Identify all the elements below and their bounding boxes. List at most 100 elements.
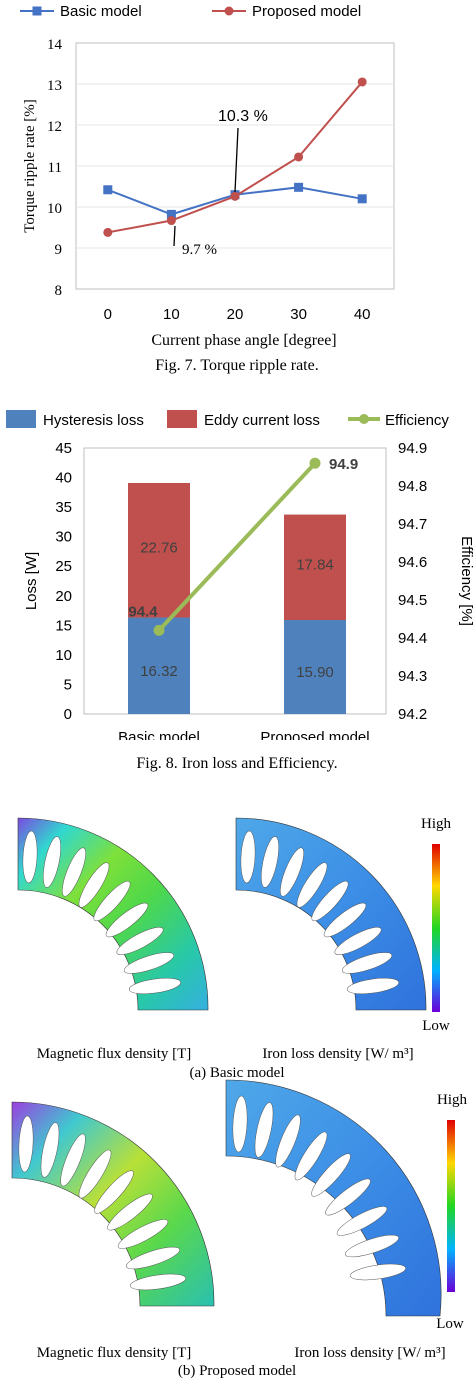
- y-tick-labels: 0 5 10 15 20 25 30 35 40 45: [55, 440, 72, 723]
- y2-tick-label: 94.7: [398, 516, 427, 533]
- data-label: 94.4: [128, 603, 158, 620]
- legend-label: Hysteresis loss: [43, 412, 144, 429]
- legend-label: Efficiency: [385, 412, 449, 429]
- scale-low-label: Low: [422, 1018, 450, 1034]
- bar-hysteresis: [284, 620, 346, 714]
- y-tick-label: 8: [55, 283, 63, 299]
- data-label: 16.32: [140, 663, 178, 680]
- y-tick-label: 15: [55, 617, 72, 634]
- y-tick-label: 45: [55, 440, 72, 457]
- category-label: Basic model: [118, 729, 200, 740]
- x-tick-label: 30: [290, 306, 307, 323]
- y-tick-label: 10: [55, 647, 72, 664]
- flux-density-label: Magnetic flux density [T]: [37, 1046, 192, 1062]
- data-point: [153, 624, 165, 636]
- torque-ripple-chart: Basic model Proposed model 8 9 10 11 12 13 14 0…: [20, 3, 395, 349]
- legend-label: Proposed model: [252, 3, 361, 20]
- figure-caption: Fig. 8. Iron loss and Efficiency.: [136, 755, 338, 772]
- color-scale-bar: [447, 1120, 455, 1292]
- y-tick-label: 0: [64, 706, 72, 723]
- figure-caption: Fig. 7. Torque ripple rate.: [155, 357, 319, 374]
- y-tick-label: 25: [55, 558, 72, 575]
- legend-marker: [224, 6, 234, 16]
- y2-tick-labels: 94.2 94.3 94.4 94.5 94.6 94.7 94.8 94.9: [398, 440, 427, 723]
- data-point: [309, 457, 321, 469]
- legend-label: Eddy current loss: [204, 412, 320, 429]
- series-group: [103, 77, 367, 237]
- y-tick-labels: 8 9 10 11 12 13 14: [47, 37, 63, 299]
- data-point: [103, 227, 113, 237]
- data-point: [294, 182, 304, 192]
- scale-low-label: Low: [436, 1316, 464, 1332]
- y-tick-label: 30: [55, 529, 72, 546]
- y2-tick-label: 94.8: [398, 478, 427, 495]
- data-point: [357, 194, 367, 204]
- field-distribution-figure: High Low Magnetic flux density [T] Iron …: [11, 816, 468, 1379]
- annotation-leader-line: [234, 127, 239, 193]
- data-point: [230, 191, 240, 201]
- iron-loss-map-basic: [235, 817, 427, 1011]
- gridlines: [76, 83, 394, 249]
- y-tick-label: 20: [55, 588, 72, 605]
- data-point: [103, 185, 113, 195]
- category-labels: Basic model Proposed model: [118, 729, 369, 740]
- iron-loss-label: Iron loss density [W/ m³]: [262, 1046, 413, 1062]
- y-tick-label: 9: [55, 242, 63, 258]
- annotation-label: 9.7 %: [182, 242, 217, 258]
- subfigure-caption: (b) Proposed model: [178, 1363, 296, 1379]
- flux-density-label: Magnetic flux density [T]: [37, 1345, 192, 1361]
- iron-loss-map-proposed: [225, 1079, 442, 1317]
- y-axis-label: Torque ripple rate [%]: [22, 99, 38, 232]
- y-axis-label: Loss [W]: [23, 552, 40, 610]
- color-scale-bar: [432, 844, 440, 1012]
- data-point: [294, 152, 304, 162]
- subfigure-caption: (a) Basic model: [190, 1065, 285, 1081]
- data-point: [166, 216, 176, 226]
- flux-density-map-proposed: [11, 1101, 215, 1307]
- x-axis-label: Current phase angle [degree]: [151, 332, 336, 349]
- bar-eddy: [284, 514, 346, 621]
- efficiency-line: [157, 461, 317, 632]
- flux-density-map-basic: [17, 817, 209, 1011]
- data-label: 94.9: [329, 456, 358, 473]
- y2-tick-label: 94.4: [398, 630, 427, 647]
- legend-label: Basic model: [60, 3, 142, 20]
- data-point: [166, 209, 176, 219]
- y2-tick-label: 94.9: [398, 440, 427, 457]
- y2-tick-label: 94.2: [398, 706, 427, 723]
- y-tick-label: 11: [48, 160, 62, 176]
- x-tick-label: 0: [104, 306, 112, 323]
- data-label: 22.76: [140, 539, 178, 556]
- annotation-label: 10.3 %: [218, 108, 268, 125]
- y-tick-label: 10: [47, 201, 62, 217]
- y-tick-label: 13: [47, 78, 62, 94]
- category-label: Proposed model: [260, 729, 369, 740]
- scale-high-label: High: [437, 1092, 468, 1108]
- efficiency-line-group: 94.4 94.9: [128, 456, 358, 636]
- x-tick-labels: 0 10 20 30 40: [104, 306, 371, 323]
- y2-tick-label: 94.3: [398, 668, 427, 685]
- chart-legend: Basic model Proposed model: [20, 3, 361, 20]
- y2-axis-label: Efficiency [%]: [458, 536, 474, 626]
- legend-swatch: [167, 410, 197, 428]
- x-tick-label: 40: [354, 306, 371, 323]
- iron-loss-chart: Hysteresis loss Eddy current loss Efficien…: [6, 410, 474, 740]
- data-label: 17.84: [296, 556, 334, 573]
- y-tick-label: 40: [55, 470, 72, 487]
- bars-group: 16.32 22.76 15.90 17.84: [128, 482, 346, 714]
- y2-tick-label: 94.6: [398, 554, 427, 571]
- legend-swatch: [6, 410, 36, 428]
- data-label: 15.90: [296, 664, 334, 681]
- y-tick-label: 35: [55, 499, 72, 516]
- chart-legend: Hysteresis loss Eddy current loss Efficien…: [6, 410, 449, 429]
- scale-high-label: High: [421, 816, 452, 832]
- y-tick-label: 5: [64, 676, 72, 693]
- bar-eddy: [128, 482, 190, 618]
- annotation-leader-line: [173, 225, 176, 247]
- legend-marker: [359, 414, 369, 424]
- y-tick-label: 12: [47, 119, 62, 135]
- legend-marker: [32, 6, 42, 16]
- y-tick-label: 14: [47, 37, 63, 53]
- x-tick-label: 20: [227, 306, 244, 323]
- data-point: [357, 77, 367, 87]
